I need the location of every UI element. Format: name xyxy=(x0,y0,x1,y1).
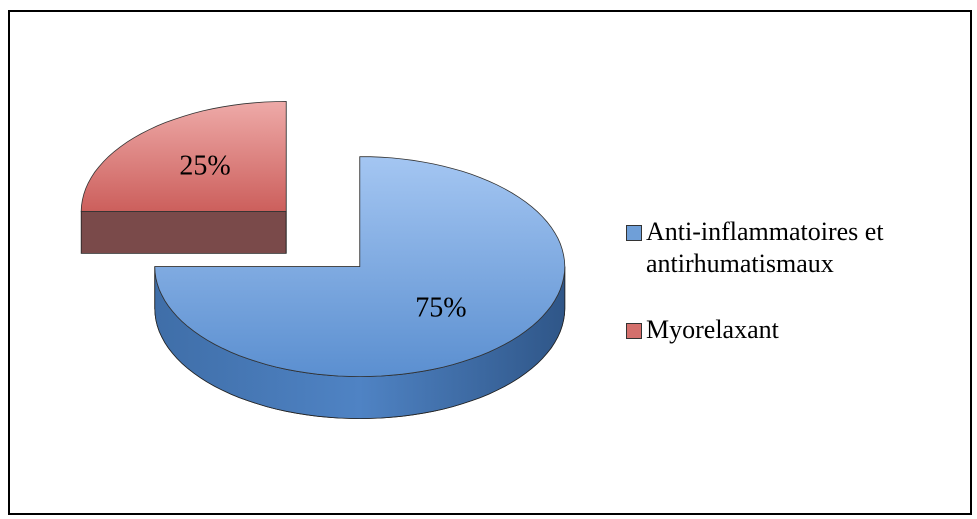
pie-slice xyxy=(80,100,287,254)
chart-frame xyxy=(8,10,972,515)
legend-label: Myorelaxant xyxy=(646,315,779,344)
legend-item: Anti-inflammatoires et antirhumatismaux xyxy=(626,216,971,280)
legend-swatch xyxy=(626,323,642,339)
legend: Anti-inflammatoires et antirhumatismaux M… xyxy=(626,216,971,380)
legend-label: Anti-inflammatoires et antirhumatismaux xyxy=(646,217,884,278)
legend-item: Myorelaxant xyxy=(626,314,971,346)
data-label: 75% xyxy=(415,293,466,324)
slice-face xyxy=(80,211,287,254)
pie-slice xyxy=(154,156,566,420)
data-label: 25% xyxy=(179,150,230,181)
slice-top xyxy=(80,100,287,212)
legend-swatch xyxy=(626,225,642,241)
slice-top xyxy=(154,156,566,378)
